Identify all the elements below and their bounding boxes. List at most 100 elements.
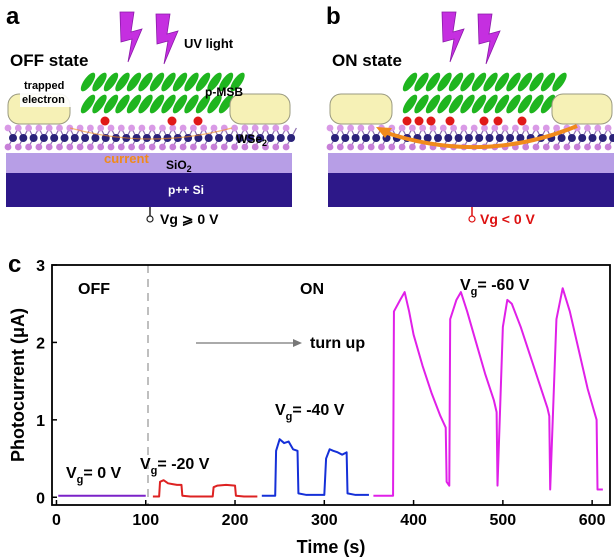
uv-bolt	[155, 13, 179, 65]
molecule	[92, 72, 107, 92]
molecule	[230, 72, 245, 92]
se-atom	[97, 143, 105, 151]
series-label: Vg= 0 V	[66, 465, 122, 486]
label-rest: = -20 V	[157, 456, 209, 473]
x-tick-label: 500	[490, 512, 517, 529]
w-atom	[276, 134, 285, 142]
molecule	[138, 72, 153, 92]
se-atom	[97, 124, 105, 132]
w-atom	[351, 134, 360, 142]
w-atom	[423, 134, 432, 142]
se-atom	[272, 143, 280, 151]
molecule	[517, 94, 533, 114]
se-atom	[169, 143, 177, 151]
se-atom	[419, 143, 427, 151]
x-axis-label: Time (s)	[297, 537, 366, 557]
w-atom	[372, 134, 381, 142]
trapped-electron	[493, 116, 503, 126]
molecule	[115, 94, 130, 114]
se-atom	[262, 124, 269, 132]
uv-bolt	[441, 11, 465, 63]
se-atom	[76, 143, 84, 151]
se-atom	[87, 124, 94, 132]
se-atom	[179, 143, 187, 151]
se-atom	[241, 143, 249, 151]
se-atom	[347, 124, 354, 132]
w-atom	[81, 134, 90, 142]
se-atom	[604, 143, 612, 151]
series-label: Vg= -40 V	[275, 402, 345, 423]
molecule	[126, 94, 142, 114]
state-label: ON state	[332, 51, 402, 70]
chart: 0 100 200 300 400 500 600 0 1 2 3 Time (s) Photocurr…	[8, 258, 611, 557]
w-atom	[609, 134, 614, 142]
si-layer	[328, 173, 614, 207]
molecule	[402, 72, 418, 92]
panel-label: b	[326, 3, 341, 30]
w-atom	[341, 134, 350, 142]
se-atom	[594, 124, 602, 132]
trapped-electron	[167, 116, 177, 126]
molecule	[437, 72, 452, 92]
se-atom	[231, 124, 239, 132]
molecule	[80, 72, 96, 92]
se-atom	[481, 124, 488, 132]
se-atom	[262, 143, 269, 151]
w-atom	[434, 134, 442, 142]
turn-up-arrowhead	[293, 339, 302, 347]
se-atom	[45, 143, 53, 151]
se-atom	[190, 124, 197, 132]
series-line	[152, 479, 258, 498]
molecule	[149, 72, 165, 92]
w-atom	[215, 134, 223, 142]
trapped-electron	[479, 116, 489, 126]
molecule-label: p-MSB	[205, 85, 243, 99]
se-atom	[357, 143, 365, 151]
label-sub: 2	[262, 138, 267, 148]
w-atom	[588, 134, 597, 142]
se-atom	[190, 143, 197, 151]
se-atom	[107, 124, 115, 132]
uv-bolt	[477, 13, 501, 65]
molecule	[172, 72, 188, 92]
se-atom	[200, 124, 208, 132]
electrode	[229, 93, 291, 125]
w-atom	[256, 134, 265, 142]
molecule	[218, 72, 234, 92]
gate-terminal	[468, 215, 476, 223]
label-bg	[20, 77, 72, 107]
se-atom	[169, 124, 177, 132]
current-arrowhead	[376, 127, 392, 138]
se-atom	[336, 124, 344, 132]
y-tick-label: 0	[36, 490, 45, 507]
w-atom	[184, 134, 193, 142]
se-atom	[398, 143, 406, 151]
molecule	[414, 94, 429, 114]
molecule	[529, 94, 544, 114]
w-atom	[153, 134, 162, 142]
se-atom	[542, 143, 550, 151]
trap-label: electron	[22, 94, 65, 106]
se-atom	[584, 143, 591, 151]
molecule	[80, 94, 96, 114]
se-atom	[107, 143, 115, 151]
se-atom	[336, 143, 344, 151]
se-atom	[159, 143, 166, 151]
label-main: V	[66, 465, 77, 482]
trap-label: trapped	[24, 80, 64, 92]
molecule	[402, 94, 418, 114]
molecule	[483, 72, 498, 92]
molecule	[149, 94, 165, 114]
label-rest: = -40 V	[292, 402, 344, 419]
molecule	[460, 72, 475, 92]
se-atom	[148, 143, 156, 151]
molecule	[540, 72, 556, 92]
molecule	[437, 94, 452, 114]
se-atom	[367, 143, 375, 151]
x-tick-label: 200	[222, 512, 249, 529]
w-atom	[578, 134, 587, 142]
oxide-layer	[6, 153, 292, 173]
series-line	[261, 438, 369, 497]
molecule	[448, 72, 464, 92]
w-atom	[112, 134, 120, 142]
